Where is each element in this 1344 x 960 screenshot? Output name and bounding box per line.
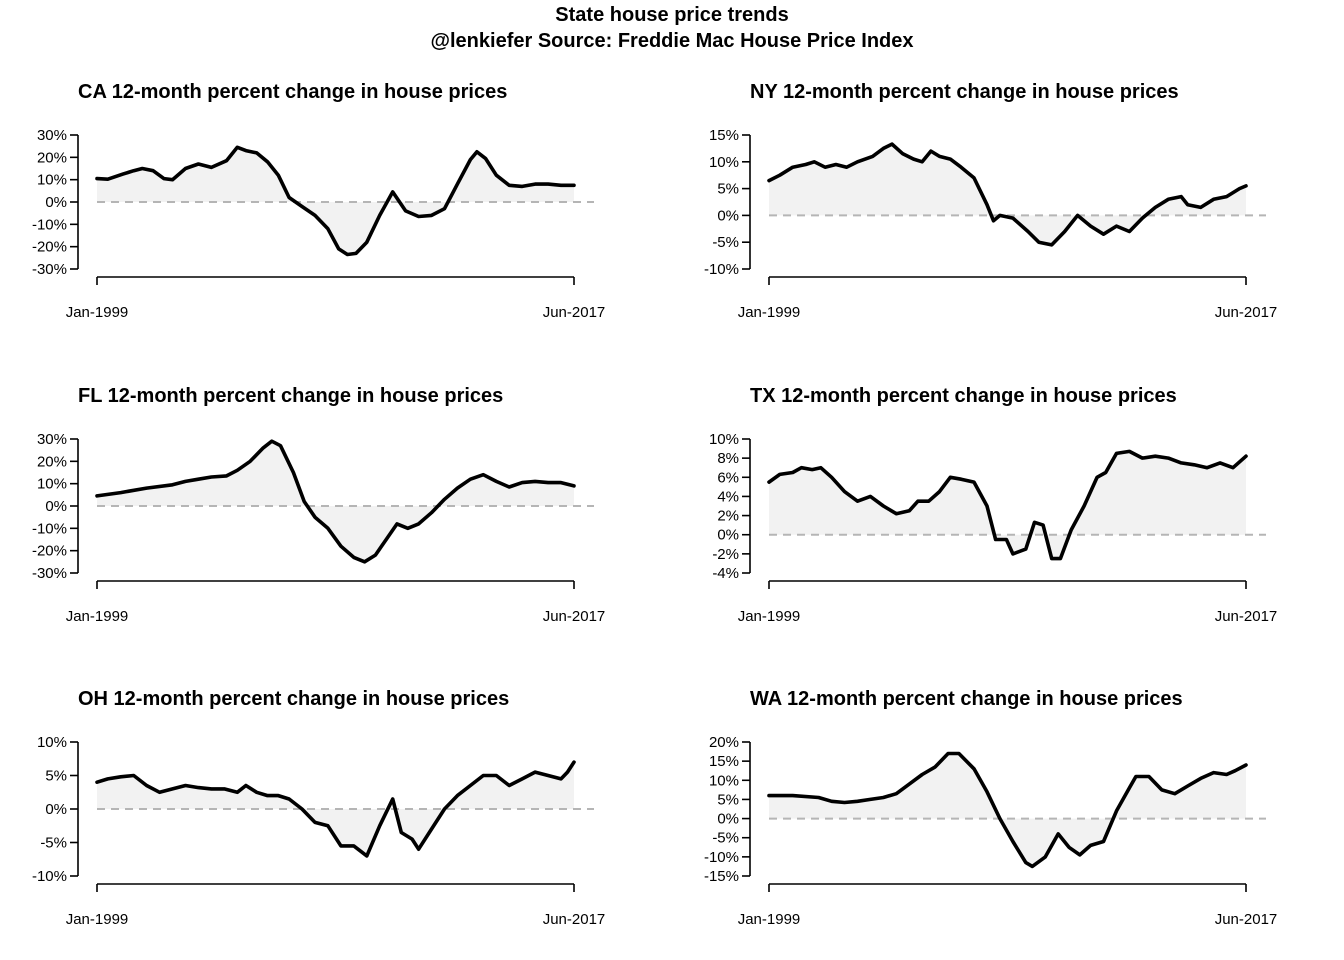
y-tick-label: -10% — [32, 216, 67, 233]
y-tick-label: 10% — [37, 476, 67, 493]
chart-panel-4: TX 12-month percent change in house pric… — [709, 385, 1277, 625]
y-tick-label: 20% — [37, 149, 67, 166]
series-line — [95, 760, 576, 858]
series-line — [95, 439, 576, 564]
y-tick-label: 30% — [37, 127, 67, 144]
series-area — [769, 144, 1246, 245]
y-tick-label: 10% — [709, 431, 739, 448]
y-tick-label: -15% — [704, 868, 739, 885]
y-tick-label: 0% — [45, 801, 67, 818]
y-tick-label: -30% — [32, 261, 67, 278]
x-tick-label: Jan-1999 — [66, 304, 129, 321]
x-tick-label: Jan-1999 — [738, 304, 801, 321]
y-tick-label: 10% — [709, 154, 739, 171]
x-tick-label: Jun-2017 — [1215, 304, 1278, 321]
y-tick-label: -5% — [712, 234, 739, 251]
series-area — [97, 441, 574, 562]
y-tick-label: 5% — [717, 791, 739, 808]
x-tick-label: Jan-1999 — [66, 608, 129, 625]
x-tick-label: Jun-2017 — [543, 304, 606, 321]
y-tick-label: 0% — [717, 811, 739, 828]
series-area — [769, 451, 1246, 559]
y-tick-label: 30% — [37, 431, 67, 448]
y-tick-label: 4% — [717, 488, 739, 505]
y-tick-label: 0% — [45, 194, 67, 211]
chart-title: FL 12-month percent change in house pric… — [78, 385, 503, 407]
y-tick-label: 0% — [717, 527, 739, 544]
chart-panel-5: OH 12-month percent change in house pric… — [32, 688, 605, 928]
figure-header: State house price trends @lenkiefer Sour… — [0, 0, 1344, 54]
figure-title: State house price trends — [555, 4, 789, 26]
y-tick-label: 8% — [717, 450, 739, 467]
y-tick-label: 0% — [45, 498, 67, 515]
y-tick-label: 5% — [717, 181, 739, 198]
x-tick-label: Jun-2017 — [543, 911, 606, 928]
y-tick-label: 20% — [709, 734, 739, 751]
y-tick-label: -20% — [32, 239, 67, 256]
chart-panel-3: FL 12-month percent change in house pric… — [32, 385, 605, 625]
y-tick-label: 10% — [709, 772, 739, 789]
y-tick-label: -20% — [32, 543, 67, 560]
y-tick-label: -10% — [32, 868, 67, 885]
chart-title: OH 12-month percent change in house pric… — [78, 688, 509, 710]
chart-title: TX 12-month percent change in house pric… — [750, 385, 1177, 407]
chart-title: WA 12-month percent change in house pric… — [750, 688, 1183, 710]
y-tick-label: -5% — [40, 835, 67, 852]
x-tick-label: Jan-1999 — [66, 911, 129, 928]
y-tick-label: -5% — [712, 830, 739, 847]
y-tick-label: 15% — [709, 753, 739, 770]
y-tick-label: -10% — [32, 520, 67, 537]
chart-panel-6: WA 12-month percent change in house pric… — [704, 688, 1277, 928]
series-line — [767, 751, 1248, 869]
y-tick-label: -30% — [32, 565, 67, 582]
y-tick-label: 15% — [709, 127, 739, 144]
y-tick-label: 10% — [37, 734, 67, 751]
y-tick-label: 10% — [37, 172, 67, 189]
x-tick-label: Jun-2017 — [1215, 911, 1278, 928]
y-tick-label: 6% — [717, 469, 739, 486]
chart-panel-1: CA 12-month percent change in house pric… — [32, 81, 605, 321]
y-tick-label: -10% — [704, 849, 739, 866]
chart-panel-2: NY 12-month percent change in house pric… — [704, 81, 1277, 321]
x-tick-label: Jun-2017 — [1215, 608, 1278, 625]
figure-subtitle: @lenkiefer Source: Freddie Mac House Pri… — [430, 30, 914, 52]
x-tick-label: Jun-2017 — [543, 608, 606, 625]
series-area — [97, 147, 574, 255]
series-area — [769, 753, 1246, 867]
y-tick-label: 2% — [717, 508, 739, 525]
y-tick-label: 5% — [45, 768, 67, 785]
y-tick-label: -4% — [712, 565, 739, 582]
series-line — [767, 142, 1248, 247]
series-line — [767, 449, 1248, 561]
y-tick-label: -2% — [712, 546, 739, 563]
y-tick-label: 0% — [717, 207, 739, 224]
chart-title: CA 12-month percent change in house pric… — [78, 81, 507, 103]
x-tick-label: Jan-1999 — [738, 911, 801, 928]
y-tick-label: 20% — [37, 453, 67, 470]
y-tick-label: -10% — [704, 261, 739, 278]
chart-title: NY 12-month percent change in house pric… — [750, 81, 1179, 103]
x-tick-label: Jan-1999 — [738, 608, 801, 625]
series-line — [95, 145, 576, 257]
